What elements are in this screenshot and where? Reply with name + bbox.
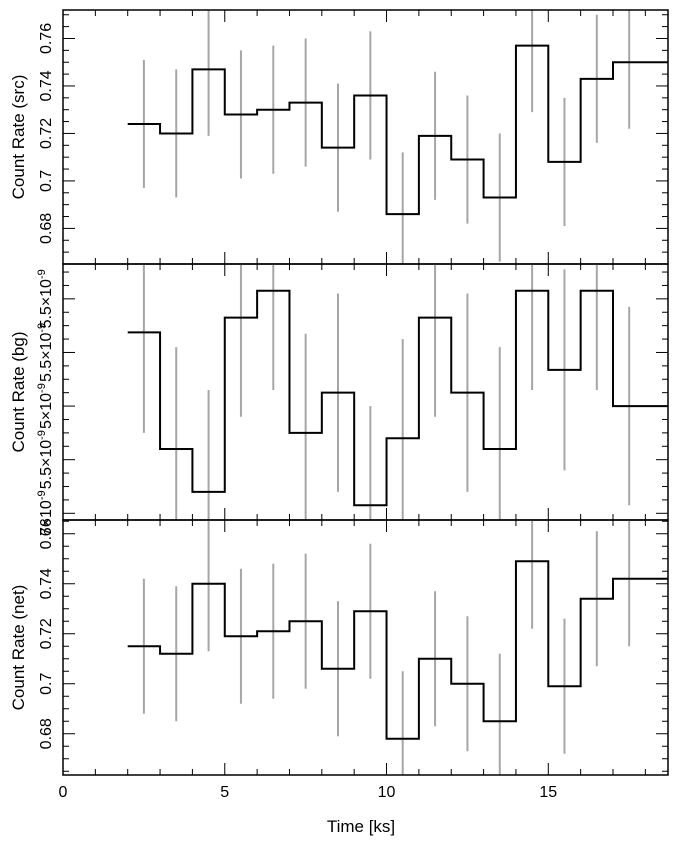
- panel-1: 0.68 0.7 0.72 0.74 0.76 Count Rate (src): [9, 9, 669, 265]
- step-line: [127, 560, 668, 740]
- y-tick-label: 5.5×10-9: [36, 430, 55, 489]
- y-axis-label: Count Rate (bg): [9, 332, 28, 453]
- x-tick-label: 15: [539, 784, 557, 801]
- y-tick-label: 6×10-9: [36, 490, 55, 536]
- panel-frame: [62, 9, 669, 265]
- x-tick-label: 5: [220, 784, 229, 801]
- plot-area: [127, 264, 668, 520]
- y-axis-label: Count Rate (src): [9, 75, 28, 200]
- panel-frame: [62, 519, 669, 776]
- y-tick-label: 0.74: [38, 568, 55, 599]
- y-tick-label: 0.72: [38, 118, 55, 149]
- y-tick-label: 5×10-9: [36, 383, 55, 429]
- plot-area: [127, 10, 668, 264]
- y-tick-label: 0.76: [38, 23, 55, 54]
- x-axis-label: Time [ks]: [327, 817, 395, 836]
- panels-layer: 0.68 0.7 0.72 0.74 0.76 Count Rate (src) 6×10-…: [9, 9, 669, 801]
- y-tick-label: 0.76: [38, 518, 55, 549]
- y-tick-label: 0.68: [38, 718, 55, 749]
- y-tick-label: 0.74: [38, 70, 55, 101]
- y-tick-label: 5.5×10-9: [36, 269, 55, 328]
- panel-frame: [62, 263, 669, 521]
- panel-2: 6×10-95.5×10-95×10-95.5×10-95.5×10-9Coun…: [9, 263, 669, 536]
- y-tick-label: 0.7: [38, 170, 55, 192]
- panel-3: 0.68 0.7 0.72 0.74 0.76 Count Rate (net): [9, 518, 669, 776]
- y-tick-label: 0.72: [38, 618, 55, 649]
- x-tick-label: 0: [59, 784, 68, 801]
- y-axis-label: Count Rate (net): [9, 585, 28, 711]
- y-tick-label: 5.5×10-9: [36, 323, 55, 382]
- step-line: [127, 289, 668, 507]
- plot-area: [127, 520, 668, 775]
- step-line: [127, 44, 668, 216]
- y-tick-label: 0.7: [38, 673, 55, 695]
- x-tick-label: 10: [378, 784, 396, 801]
- y-tick-label: 0.68: [38, 213, 55, 244]
